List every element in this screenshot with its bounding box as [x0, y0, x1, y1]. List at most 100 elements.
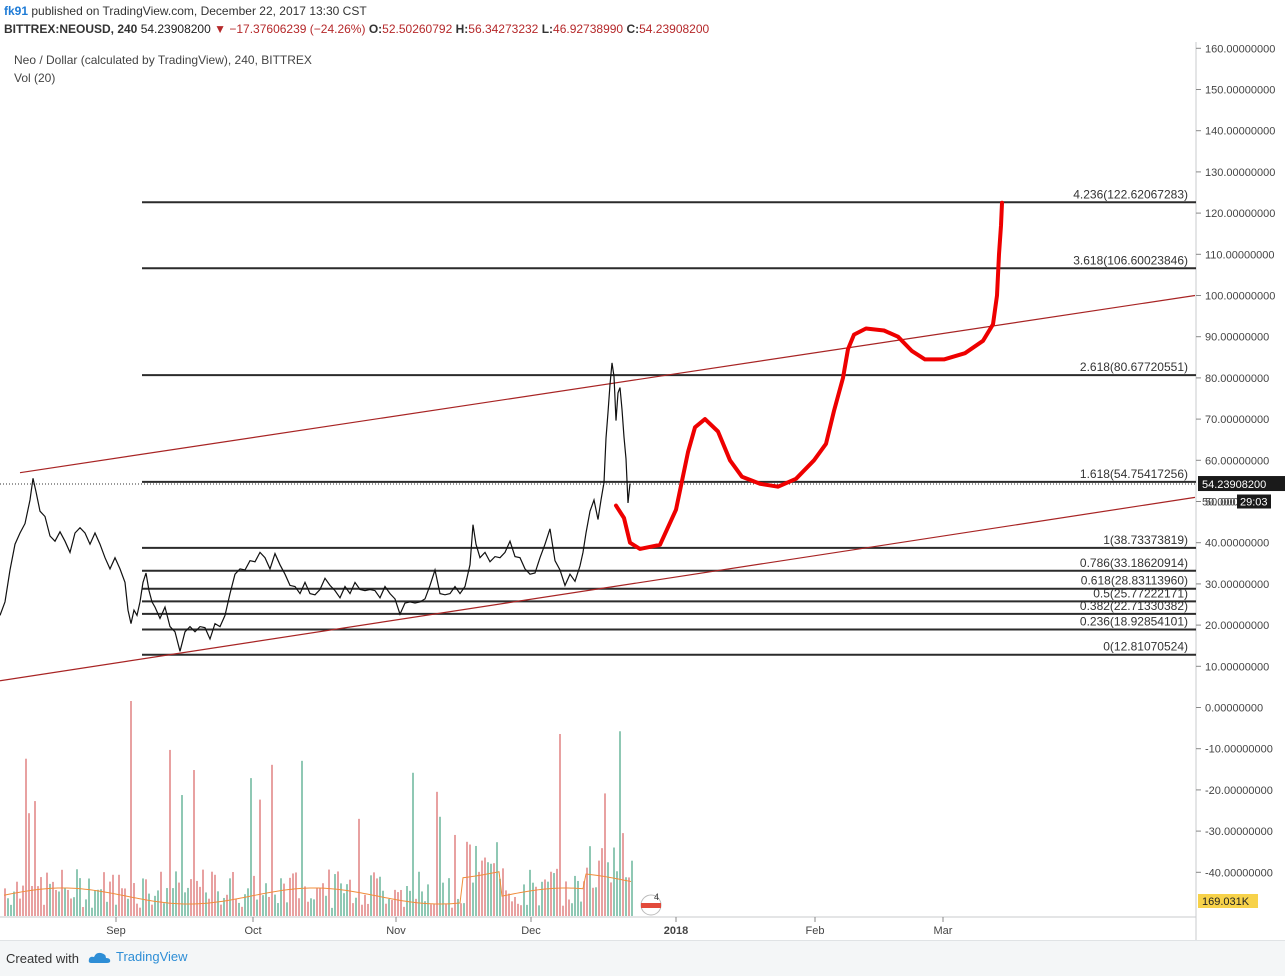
volume-bar — [250, 778, 252, 916]
volume-bar — [547, 881, 549, 916]
plot-area[interactable] — [0, 42, 1196, 940]
trend-line-lower[interactable] — [0, 496, 1196, 682]
volume-bar — [100, 889, 102, 916]
volume-bar — [562, 905, 564, 916]
volume-bar — [217, 891, 219, 916]
volume-bar — [334, 874, 336, 916]
volume-bar — [298, 898, 300, 916]
volume-bar — [58, 891, 60, 916]
volume-badge — [1198, 894, 1258, 908]
volume-bar — [622, 833, 624, 916]
volume-bar — [238, 902, 240, 916]
volume-bar — [355, 897, 357, 916]
last-price-badge-text: 54.23908200 — [1202, 479, 1266, 491]
volume-bar — [577, 880, 579, 916]
volume-bar — [604, 793, 606, 916]
volume-bar — [631, 860, 633, 916]
volume-bar — [169, 749, 171, 916]
trend-channel[interactable] — [0, 294, 1196, 682]
fib-level-label: 0.5(25.77222171) — [1093, 586, 1188, 600]
volume-bar — [79, 878, 81, 916]
price-axis[interactable]: 160.00000000 150.00000000 140.00000000 130.… — [1196, 43, 1275, 879]
volume-bar — [481, 860, 483, 916]
author-name[interactable]: fk91 — [4, 4, 29, 18]
volume-bar — [385, 903, 387, 916]
volume-bar — [460, 903, 462, 916]
projection-path[interactable] — [614, 200, 1004, 551]
volume-bar — [262, 895, 264, 916]
volume-bar — [502, 868, 504, 916]
volume-bar — [394, 889, 396, 916]
fib-level-label: 1(38.73373819) — [1103, 533, 1188, 547]
fib-level-label: 1.618(54.75417256) — [1080, 467, 1188, 481]
volume-bar — [442, 882, 444, 916]
volume-bar — [451, 907, 453, 916]
volume-bar — [259, 799, 261, 916]
volume-bar — [511, 901, 513, 916]
volume-bar — [289, 877, 291, 916]
volume-bar — [163, 903, 165, 916]
fib-level-label: 4.236(122.62067283) — [1073, 187, 1188, 201]
volume-bar — [517, 903, 519, 916]
price-tick-label: 20.00000000 — [1205, 620, 1269, 632]
volume-bar — [187, 887, 189, 916]
fib-level-label: 3.618(106.60023846) — [1073, 253, 1188, 267]
volume-bar — [427, 884, 429, 916]
volume-bar — [454, 834, 456, 916]
volume-bar — [523, 884, 525, 916]
volume-bar — [148, 893, 150, 916]
publication-text: published on TradingView.com, December 2… — [28, 4, 367, 18]
volume-bar — [508, 893, 510, 916]
volume-bar — [130, 701, 132, 916]
volume-bar — [166, 888, 168, 916]
svg-text:4: 4 — [654, 892, 659, 902]
tradingview-link[interactable]: TradingView — [88, 949, 188, 965]
volume-bar — [160, 871, 162, 916]
fib-level-label: 2.618(80.67720551) — [1080, 360, 1188, 374]
volume-bar — [94, 890, 96, 916]
fibonacci-levels[interactable]: 4.236(122.62067283) 3.618(106.60023846) 2.… — [142, 187, 1196, 656]
volume-bar — [373, 872, 375, 916]
timer-badge — [1237, 494, 1271, 509]
volume-bar — [127, 898, 129, 916]
volume-bar — [49, 883, 51, 916]
price-tick-label: -20.00000000 — [1205, 785, 1273, 797]
volume-bar — [154, 895, 156, 916]
volume-bar — [391, 899, 393, 916]
volume-bar — [445, 904, 447, 916]
volume-bar — [532, 882, 534, 916]
earnings-flag-icon[interactable]: 4 — [640, 892, 662, 916]
volume-bar — [514, 896, 516, 916]
volume-bar — [343, 893, 345, 916]
volume-bar — [388, 899, 390, 916]
trend-line-upper[interactable] — [19, 294, 1196, 474]
volume-bar — [142, 878, 144, 916]
volume-bar — [157, 890, 159, 916]
time-axis[interactable]: Sep Oct Nov Dec 2018 Feb Mar — [106, 917, 953, 937]
volume-bar — [67, 889, 69, 916]
volume-bar — [268, 896, 270, 916]
close-label: C: — [626, 22, 640, 36]
volume-bar — [463, 903, 465, 916]
volume-bar — [625, 877, 627, 916]
volume-bar — [199, 886, 201, 916]
price-tick-label: -10.00000000 — [1205, 744, 1273, 756]
volume-bar — [493, 863, 495, 916]
price-tick-label: 90.00000000 — [1205, 332, 1269, 344]
volume-bar — [484, 857, 486, 916]
volume-bar — [40, 877, 42, 916]
volume-bar — [133, 883, 135, 916]
volume-bar — [229, 878, 231, 916]
volume-bar — [424, 901, 426, 916]
volume-bar — [292, 873, 294, 916]
volume-bar — [592, 887, 594, 916]
projection-drawing[interactable] — [614, 200, 1004, 551]
quote-line: BITTREX:NEOUSD, 240 54.23908200 ▼ −17.37… — [4, 22, 709, 36]
volume-bar — [16, 881, 18, 916]
last-price-badge — [1198, 476, 1285, 492]
volume-bar — [430, 904, 432, 916]
symbol-label: BITTREX:NEOUSD, 240 — [4, 22, 138, 36]
price-chart[interactable]: Neo / Dollar (calculated by TradingView)… — [0, 0, 1285, 940]
timer-badge-text: 29:03 — [1240, 497, 1268, 509]
volume-bar — [85, 899, 87, 916]
